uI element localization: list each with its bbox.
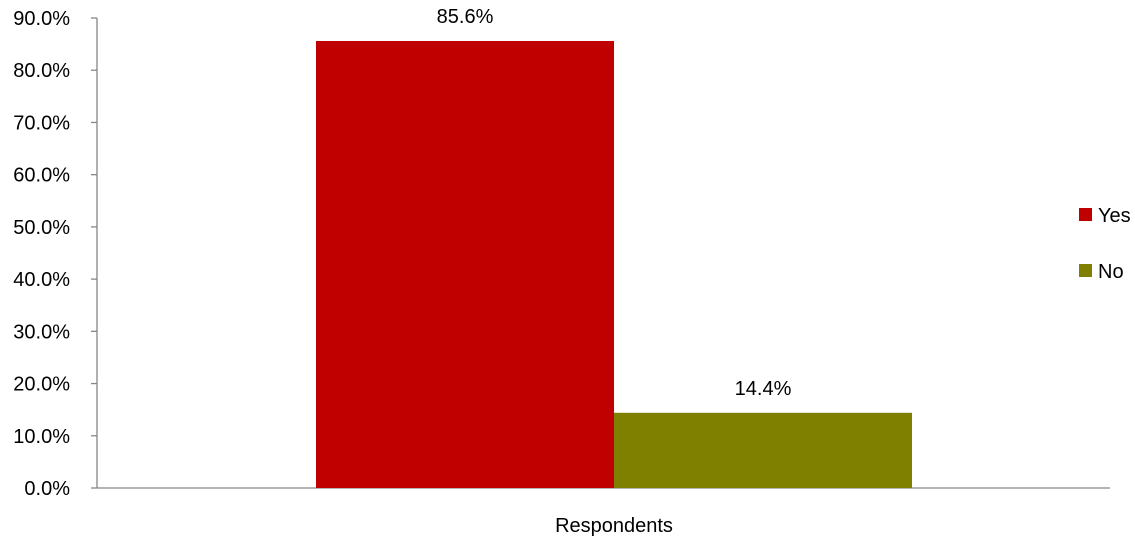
y-tick-label: 60.0% <box>13 165 70 187</box>
category-label: Respondents <box>555 515 673 537</box>
y-tick-label: 10.0% <box>13 426 70 448</box>
y-tick-label: 40.0% <box>13 269 70 291</box>
y-axis-ticks: 0.0% 10.0% 20.0% 30.0% 40.0% 50.0% 60.0% 70.0% 8… <box>13 8 97 500</box>
bars <box>316 40 912 488</box>
y-tick-label: 0.0% <box>24 478 70 500</box>
legend-label-yes: Yes <box>1098 205 1131 227</box>
bar-yes <box>316 40 614 488</box>
data-label-no: 14.4% <box>735 378 792 400</box>
category-labels: Respondents <box>555 515 673 537</box>
y-tick-label: 30.0% <box>13 321 70 343</box>
y-tick-label: 80.0% <box>13 60 70 82</box>
legend-swatch-no <box>1079 264 1092 277</box>
legend: Yes No <box>1079 205 1131 283</box>
y-tick-label: 70.0% <box>13 112 70 134</box>
data-label-yes: 85.6% <box>437 6 494 28</box>
bar-no <box>614 412 912 488</box>
y-tick-label: 20.0% <box>13 374 70 396</box>
y-tick-label: 90.0% <box>13 8 70 30</box>
y-tick-label: 50.0% <box>13 217 70 239</box>
data-labels: 85.6% 14.4% <box>437 6 792 400</box>
legend-swatch-yes <box>1079 208 1092 221</box>
legend-label-no: No <box>1098 261 1124 283</box>
